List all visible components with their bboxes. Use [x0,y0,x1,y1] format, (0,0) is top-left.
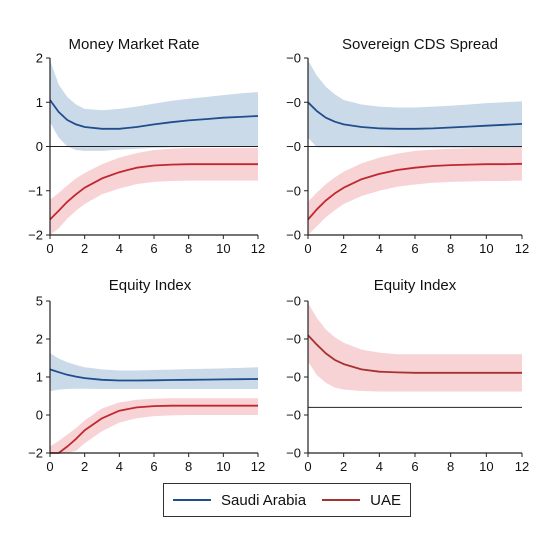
y-tick-label: −0 [286,51,301,66]
x-tick-label: 10 [479,241,493,256]
y-tick-label: −0 [286,370,301,385]
x-tick-label: 8 [447,241,454,256]
x-tick-label: 2 [340,459,347,474]
y-tick-label: 0 [36,139,43,154]
y-tick-label: −0 [286,228,301,243]
x-tick-label: 10 [216,459,230,474]
legend-swatch-saudi-arabia [173,499,212,501]
confidence-band-1 [50,147,258,235]
legend-label: Saudi Arabia [221,491,307,509]
chart-legend: Saudi Arabia UAE [163,483,411,517]
y-tick-label: 0 [36,408,43,423]
y-tick-label: −1 [28,183,43,198]
chart-plot-equity-index-right: −0−0−0−0−00 2 4 6 8 10 12 [286,294,529,475]
y-tick-label: 2 [36,332,43,347]
y-tick-label: 5 [36,294,43,309]
series-line-1 [307,162,523,221]
x-tick-label: 2 [340,241,347,256]
legend-label: UAE [370,491,401,509]
x-tick-label: 4 [376,459,383,474]
chart-title: Money Market Rate [68,36,200,53]
x-tick-label: 6 [411,459,418,474]
chart-panel-equity-index-right: Equity Index −0 −0 −0 −0 −0 0 2 4 6 8 10 12 [275,247,550,477]
x-tick-label: 6 [411,241,418,256]
x-tick-label: 12 [515,241,529,256]
x-tick-label: 12 [515,459,529,474]
y-tick-label: −0 [286,95,301,110]
series-line-1 [50,404,258,454]
y-tick-label: −0 [286,139,301,154]
y-tick-label: −2 [28,228,43,243]
x-tick-label: 4 [376,241,383,256]
chart-panel-money-market: Money Market Rate 2 1 0 −1 −2 0 2 4 6 8 10 12 [0,0,275,262]
y-tick-label: 1 [36,370,43,385]
series-line-0 [49,368,259,382]
x-tick-label: 4 [116,241,123,256]
x-tick-label: 12 [251,241,265,256]
x-tick-label: 6 [150,241,157,256]
confidence-band-0 [308,60,522,148]
x-tick-label: 10 [216,241,230,256]
series-line-1 [49,163,258,221]
series-line-0 [49,99,259,130]
y-tick-label: −2 [28,446,43,461]
x-tick-label: 2 [81,459,88,474]
chart-panel-equity-index-left: Equity Index 5 2 1 0 −2 0 2 4 6 8 10 12 [0,247,275,477]
x-tick-label: 0 [46,241,53,256]
chart-title: Equity Index [108,277,192,294]
y-tick-label: −0 [286,294,301,309]
x-tick-label: 4 [116,459,123,474]
confidence-band-0 [50,353,258,392]
confidence-band-0 [308,302,522,392]
chart-title: Equity Index [373,277,457,294]
x-tick-label: 8 [185,241,192,256]
y-tick-label: −0 [286,332,301,347]
x-tick-label: 8 [185,459,192,474]
x-tick-label: 0 [46,459,53,474]
legend-item-saudi-arabia: Saudi Arabia [173,492,306,509]
x-tick-label: 0 [304,241,311,256]
y-tick-label: −0 [286,446,301,461]
y-tick-label: −0 [286,408,301,423]
y-tick-label: −0 [286,183,301,198]
series-line-0 [307,334,522,374]
x-tick-label: 6 [150,459,157,474]
confidence-band-1 [308,147,522,235]
chart-panel-sovereign-cds: Sovereign CDS Spread −0 −0 −0 −0 −0 0 2 4 6 8 10 12 [275,0,550,262]
legend-item-uae: UAE [322,492,401,509]
x-tick-label: 10 [479,459,493,474]
y-tick-label: 2 [36,51,43,66]
y-tick-label: 1 [36,95,43,110]
confidence-band-1 [50,398,258,453]
x-tick-label: 8 [447,459,454,474]
legend-swatch-uae [322,499,361,501]
chart-title: Sovereign CDS Spread [342,36,498,53]
confidence-band-0 [50,60,258,151]
chart-plot-sovereign-cds: −0−0−0−0−00 2 4 6 8 10 12 [286,51,529,257]
x-tick-label: 2 [81,241,88,256]
series-line-0 [307,101,523,130]
x-tick-label: 12 [251,459,265,474]
chart-plot-money-market: 210−1−20 2 4 6 8 10 12 [28,51,265,257]
x-tick-label: 0 [304,459,311,474]
